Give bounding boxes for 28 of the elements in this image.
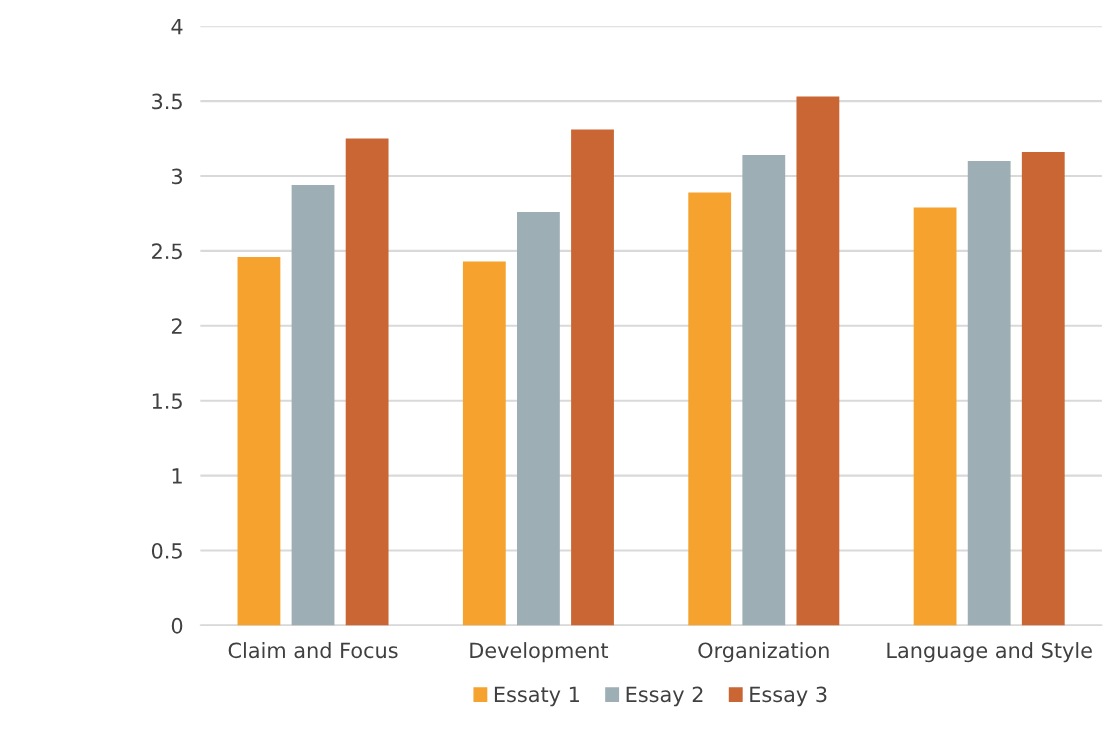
bar (688, 192, 732, 626)
y-tick-label: 2 (171, 318, 182, 334)
bar (967, 161, 1011, 626)
bar (571, 129, 614, 626)
y-tick-label: 1.5 (152, 393, 182, 409)
y-tick-label: 3 (172, 168, 182, 185)
bar (517, 211, 560, 626)
bar (345, 138, 389, 626)
y-tick-label: 0 (171, 617, 183, 634)
bar (913, 207, 957, 626)
bar (796, 96, 840, 626)
bar (291, 185, 335, 626)
x-tick-label: Claim and Focus (228, 642, 398, 659)
x-tick-label: Development (470, 642, 609, 663)
legend-label: Essaty 1 (494, 686, 579, 707)
bar (237, 256, 281, 626)
y-tick-label: 3.5 (152, 93, 182, 110)
bar (462, 261, 506, 626)
bar (742, 155, 786, 626)
y-tick-label: 0.5 (151, 542, 182, 559)
y-tick-label: 4 (171, 18, 183, 35)
y-tick-label: 1 (172, 468, 182, 484)
x-tick-label: Organization (698, 642, 829, 663)
bar (1021, 152, 1065, 626)
legend-label: Essay 2 (626, 686, 703, 707)
legend-label: Essay 3 (750, 686, 827, 707)
x-tick-label: Language and Style (887, 642, 1092, 663)
y-tick-label: 2.5 (152, 243, 182, 260)
